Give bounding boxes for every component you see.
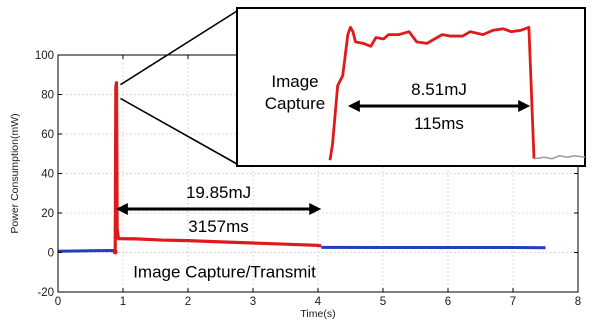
y-axis-label: Power Consumption(mW) xyxy=(9,113,21,233)
x-tick-label: 7 xyxy=(510,296,516,308)
x-axis-label: Time(s) xyxy=(300,308,335,320)
inset-capture-profile xyxy=(328,25,536,161)
x-tick-label: 1 xyxy=(120,296,126,308)
x-tick-label: 4 xyxy=(315,296,322,308)
zoom-connector-top xyxy=(120,10,238,86)
y-tick-label: 0 xyxy=(48,248,54,260)
inset-arrow-left-head xyxy=(347,100,360,112)
x-tick-label: 8 xyxy=(575,296,581,308)
x-tick-label: 5 xyxy=(380,296,386,308)
x-tick-label: 2 xyxy=(185,296,191,308)
x-tick-label: 0 xyxy=(55,296,61,308)
inset-series xyxy=(328,25,586,161)
inset-zoom: Image Capture 8.51mJ 115ms xyxy=(236,7,586,167)
y-tick-label: -20 xyxy=(37,287,54,299)
duration-arrow-left-head xyxy=(115,203,128,216)
inset-image-label: Image xyxy=(271,72,318,91)
inset-energy-label: 8.51mJ xyxy=(411,80,467,99)
inset-tail-line xyxy=(533,155,586,160)
capture-start-marker xyxy=(112,249,118,255)
capture-transmit-series-line xyxy=(113,81,322,252)
idle-series-line xyxy=(57,249,117,253)
x-tick-label: 3 xyxy=(250,296,256,308)
y-tick-label: 60 xyxy=(41,129,54,141)
inset-arrow-right-head xyxy=(518,100,531,112)
zoom-connector-bottom xyxy=(120,97,238,165)
inset-capture-label: Capture xyxy=(265,94,325,113)
capture-transmit-label: Image Capture/Transmit xyxy=(133,263,316,282)
x-tick-label: 6 xyxy=(445,296,451,308)
main-annotation: 19.85mJ 3157ms Image Capture/Transmit xyxy=(115,183,322,282)
energy-label: 19.85mJ xyxy=(186,183,251,202)
inset-duration-label: 115ms xyxy=(414,114,464,133)
data-series xyxy=(57,81,546,255)
duration-arrow-right-head xyxy=(309,203,322,216)
y-tick-label: 80 xyxy=(41,90,54,102)
y-tick-label: 40 xyxy=(41,169,54,181)
y-tick-label: 100 xyxy=(35,50,54,62)
duration-label: 3157ms xyxy=(188,217,248,236)
y-tick-label: 20 xyxy=(41,208,54,220)
